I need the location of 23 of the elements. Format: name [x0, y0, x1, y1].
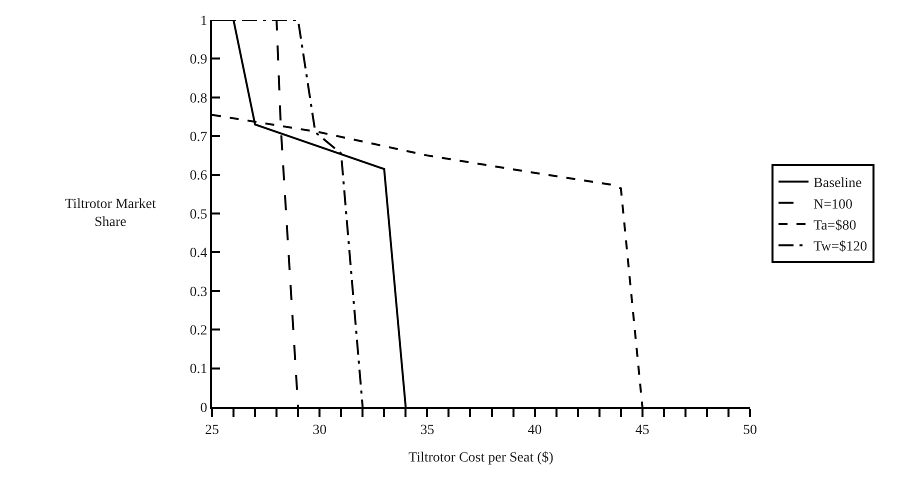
- x-tick-label: 35: [420, 422, 434, 438]
- x-tick-label: 30: [312, 422, 327, 438]
- y-tick-label: 1: [200, 14, 208, 29]
- y-tick-label: 0.3: [190, 284, 208, 300]
- legend-label: Tw=$120: [814, 240, 868, 255]
- y-tick-label: 0.8: [190, 91, 208, 106]
- y-tick-label: 0.7: [190, 130, 208, 145]
- y-tick-label: 0.4: [190, 246, 208, 262]
- x-tick-label: 45: [635, 422, 650, 438]
- y-tick-label: 0.1: [190, 362, 208, 378]
- x-tick-label: 25: [205, 422, 219, 438]
- y-tick-label: 0.2: [190, 324, 208, 338]
- y-tick-label: 0.5: [190, 207, 208, 222]
- legend-label: N=100: [814, 197, 853, 212]
- y-tick-label: 0: [200, 400, 208, 416]
- x-axis-title: Tiltrotor Cost per Seat ($): [408, 450, 554, 466]
- x-tick-label: 40: [528, 422, 542, 438]
- y-tick-label: 0.9: [190, 52, 208, 68]
- legend-label: Baseline: [814, 176, 862, 192]
- legend-label: Ta=$80: [814, 218, 856, 234]
- y-axis-title: Tiltrotor Market Share: [65, 197, 156, 230]
- x-tick-label: 50: [743, 422, 757, 438]
- y-tick-label: 0.6: [190, 168, 208, 184]
